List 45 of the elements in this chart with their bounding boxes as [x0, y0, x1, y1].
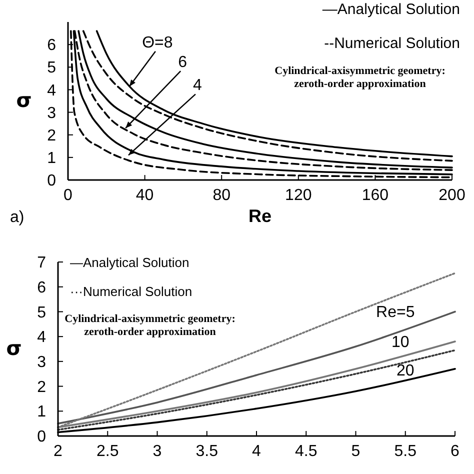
y-tick-label: 4: [47, 82, 56, 100]
y-axis-title: σ: [16, 88, 32, 112]
y-tick-label: 1: [47, 150, 56, 168]
x-tick-label: 6: [450, 443, 460, 460]
x-tick-label: 200: [438, 187, 466, 204]
x-tick-label: 3: [152, 443, 162, 460]
x-tick-label: 5: [351, 443, 360, 460]
annotation: Θ=8: [142, 34, 173, 52]
x-tick-label: 80: [212, 187, 231, 204]
text: a): [10, 209, 24, 226]
annotation: Re=5: [376, 304, 415, 322]
text: —Analytical Solution: [322, 1, 460, 18]
annotation: ···Numerical Solution: [70, 284, 192, 299]
x-tick-label: 2.5: [96, 443, 119, 460]
x-axis-title: Re: [248, 206, 272, 226]
x-tick-label: 0: [64, 187, 73, 204]
x-tick-label: 160: [362, 187, 389, 204]
annotation: --Numerical Solution: [324, 35, 460, 52]
y-tick-label: 2: [47, 127, 56, 144]
y-tick-label: 0: [47, 172, 56, 190]
annotation: 20: [396, 362, 414, 380]
y-tick-label: 4: [37, 329, 46, 346]
y-tick-label: 7: [37, 254, 46, 272]
annotation: 6: [178, 54, 188, 72]
x-tick-label: 3.5: [196, 443, 218, 460]
x-tick-label: 4.5: [295, 443, 318, 460]
y-axis-title: σ: [6, 336, 22, 360]
annotation: 10: [391, 334, 410, 352]
y-tick-label: 6: [47, 37, 56, 54]
x-tick-label: 40: [136, 187, 154, 204]
y-tick-label: 6: [37, 279, 46, 296]
y-tick-label: 3: [37, 354, 46, 372]
annotation: 4: [193, 77, 202, 94]
y-tick-label: 5: [47, 60, 56, 77]
x-tick-label: 120: [285, 187, 312, 204]
annotation: Cylindrical-axisymmetric geometry: zeroth-order approximation: [274, 65, 446, 90]
y-tick-label: 0: [37, 428, 46, 446]
annotation: —Analytical Solution: [70, 255, 190, 270]
y-tick-label: 1: [37, 404, 46, 421]
annotation: Cylindrical-axisymmetric geometry: zeroth-order approximation: [64, 313, 236, 338]
x-tick-label: 5.5: [394, 443, 417, 460]
x-tick-label: 4: [252, 443, 262, 460]
y-tick-label: 2: [37, 378, 46, 396]
y-tick-label: 5: [37, 304, 46, 322]
y-tick-label: 3: [47, 104, 56, 122]
